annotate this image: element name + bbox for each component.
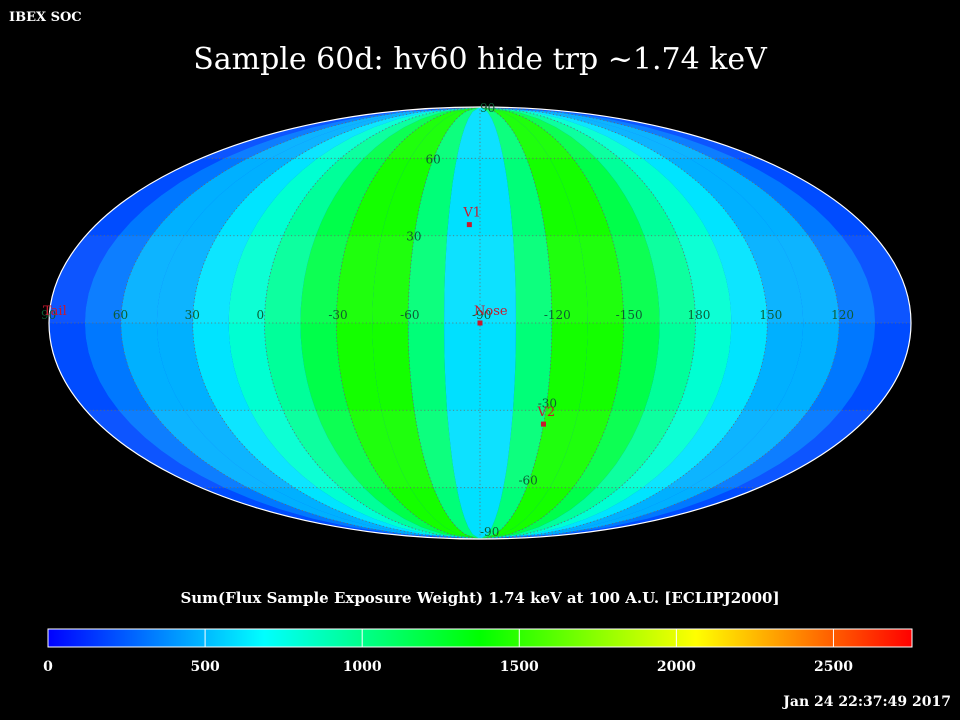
colorbar-gradient — [47, 628, 913, 648]
lon-tick-label: 0 — [257, 308, 265, 322]
lon-tick-label: 90 — [41, 308, 56, 322]
lon-tick-label: -60 — [400, 308, 419, 322]
flux-band — [480, 107, 660, 539]
meridian-line — [479, 107, 696, 539]
meridian-line — [407, 107, 481, 539]
plot-title: Sample 60d: hv60 hide trp ~1.74 keV — [193, 42, 767, 77]
flux-band — [480, 107, 624, 539]
colorbar-tick-label: 500 — [190, 659, 219, 675]
lat-tick-label: -30 — [538, 396, 557, 410]
colorbar-title: Sum(Flux Sample Exposure Weight) 1.74 ke… — [180, 589, 780, 607]
flux-band — [372, 107, 480, 539]
map-outline — [48, 106, 912, 540]
colorbar-tick-label: 1500 — [500, 659, 539, 675]
lat-tick-label: -60 — [518, 474, 537, 488]
marker-tail-label: Tail — [43, 304, 67, 319]
flux-band — [444, 107, 480, 539]
lon-tick-label: -150 — [616, 308, 643, 322]
flux-band — [480, 107, 696, 539]
flux-band — [336, 107, 480, 539]
marker-nose-dot — [477, 320, 483, 326]
flux-band — [480, 107, 588, 539]
flux-band — [480, 107, 732, 539]
marker-v2-dot — [540, 421, 546, 427]
lon-tick-label: -120 — [544, 308, 571, 322]
meridian-line — [264, 107, 481, 539]
flux-row-shade — [0, 158, 960, 235]
meridian-line — [120, 107, 481, 539]
flux-band — [300, 107, 480, 539]
flux-row-shade — [0, 323, 960, 410]
colorbar-tick-label: 0 — [43, 659, 53, 675]
timestamp: Jan 24 22:37:49 2017 — [783, 694, 951, 710]
marker-v2-label: V2 — [536, 405, 555, 420]
marker-v1-label: V1 — [462, 206, 481, 221]
lon-tick-label: 30 — [185, 308, 200, 322]
lat-tick-label: -90 — [480, 525, 499, 539]
lat-tick-label: 60 — [426, 152, 441, 166]
lon-tick-label: -30 — [328, 308, 347, 322]
meridian-line — [479, 107, 553, 539]
marker-v1-dot — [466, 222, 472, 228]
org-label: IBEX SOC — [9, 10, 82, 25]
lon-tick-label: 120 — [831, 308, 854, 322]
flux-band — [480, 107, 516, 539]
flux-band — [228, 107, 480, 539]
lon-tick-label: 60 — [113, 308, 128, 322]
lon-tick-label: -90 — [472, 308, 491, 322]
flux-band — [408, 107, 480, 539]
colorbar-tick-label: 1000 — [343, 659, 382, 675]
meridian-line — [479, 107, 840, 539]
flux-band — [264, 107, 480, 539]
lat-tick-label: 90 — [480, 101, 495, 115]
marker-nose-label: Nose — [474, 304, 508, 319]
colorbar-tick-label: 2500 — [814, 659, 853, 675]
lon-tick-label: 150 — [759, 308, 782, 322]
meridian-line — [335, 107, 481, 539]
colorbar-tick-label: 2000 — [657, 659, 696, 675]
meridian-line — [192, 107, 481, 539]
lat-tick-label: 30 — [406, 230, 421, 244]
meridian-line — [479, 107, 768, 539]
meridian-line — [479, 107, 625, 539]
lon-tick-label: 180 — [688, 308, 711, 322]
